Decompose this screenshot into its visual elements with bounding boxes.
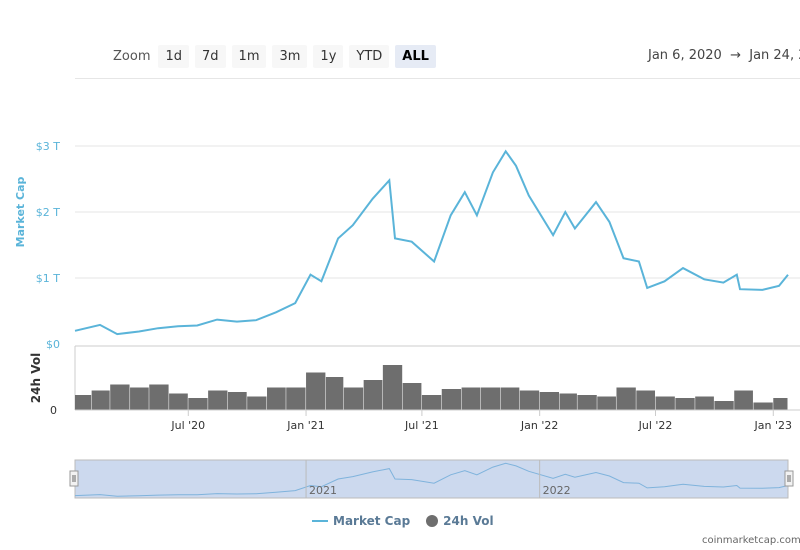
volume-bar: [559, 393, 577, 410]
volume-bar: [577, 395, 597, 410]
y-tick-label: $0: [46, 338, 60, 351]
volume-bar: [75, 395, 92, 410]
volume-bar: [227, 392, 247, 410]
volume-bar: [597, 396, 616, 410]
zoom-3m-button[interactable]: 3m: [272, 45, 308, 68]
volume-bar: [519, 390, 540, 410]
volume-bar: [655, 396, 675, 410]
volume-bar: [500, 387, 520, 410]
volume-bar: [734, 390, 753, 410]
credit: coinmarketcap.com: [702, 535, 800, 546]
y-tick-label: $2 T: [36, 206, 60, 219]
y-tick-label: $3 T: [36, 140, 60, 153]
volume-bar: [421, 395, 442, 410]
vol-tick-label: 0: [50, 404, 57, 417]
volume-bar: [714, 401, 734, 410]
navigator-label: 2022: [543, 484, 571, 497]
volume-bar: [149, 384, 169, 410]
volume-bar: [402, 383, 422, 410]
arrow-right-icon: →: [730, 48, 741, 63]
divider: [75, 78, 800, 79]
x-tick-label: Jan '22: [520, 419, 558, 432]
volume-bar: [208, 390, 228, 410]
volume-bar: [539, 392, 560, 410]
zoom-1y-button[interactable]: 1y: [313, 45, 344, 68]
market-cap-chart: $0 $1 T $2 T $3 T Market Cap 0 24h Vol Jul '20 J…: [14, 140, 800, 499]
volume-bar: [616, 387, 636, 410]
market-cap-line: [74, 149, 789, 336]
volume-bar: [480, 387, 501, 410]
legend-market-cap[interactable]: Market Cap: [312, 514, 410, 528]
volume-bar: [169, 393, 188, 410]
x-tick-label: Jul '22: [638, 419, 673, 432]
volume-bar: [91, 390, 110, 410]
volume-bar: [188, 398, 208, 410]
zoom-7d-button[interactable]: 7d: [195, 45, 226, 68]
date-range: Jan 6, 2020 → Jan 24, 2023: [648, 48, 800, 63]
volume-bar: [382, 365, 403, 410]
y-tick-label: $1 T: [36, 272, 60, 285]
x-tick-label: Jul '21: [404, 419, 439, 432]
volume-bar: [636, 390, 656, 410]
zoom-label: Zoom: [113, 49, 151, 64]
legend-market-cap-label: Market Cap: [333, 514, 411, 528]
volume-bar: [695, 396, 714, 410]
navigator-handle[interactable]: [784, 470, 794, 487]
zoom-1d-button[interactable]: 1d: [158, 45, 190, 68]
x-tick-label: Jul '20: [170, 419, 205, 432]
y-axis-title: Market Cap: [14, 177, 27, 248]
volume-bar: [461, 387, 481, 410]
volume-bar: [773, 398, 788, 410]
navigator-label: 2021: [309, 484, 337, 497]
navigator-handle[interactable]: [69, 470, 79, 487]
volume-bar: [675, 398, 695, 410]
navigator-line: [74, 462, 789, 497]
volume-bar: [130, 387, 149, 410]
x-tick-label: Jan '21: [286, 419, 324, 432]
zoom-ytd-button[interactable]: YTD: [349, 45, 390, 68]
volume-bar: [267, 387, 286, 410]
x-tick-label: Jan '23: [754, 419, 792, 432]
navigator-selection[interactable]: [74, 459, 789, 499]
zoom-toolbar: Zoom 1d 7d 1m 3m 1y YTD ALL: [113, 45, 436, 68]
legend: Market Cap 24h Vol: [312, 514, 494, 528]
volume-bar: [325, 377, 344, 410]
volume-bar: [247, 396, 267, 410]
volume-bar: [286, 387, 306, 410]
zoom-all-button[interactable]: ALL: [395, 45, 436, 68]
zoom-1m-button[interactable]: 1m: [231, 45, 267, 68]
range-from[interactable]: Jan 6, 2020: [648, 48, 722, 63]
range-to[interactable]: Jan 24, 2023: [749, 48, 800, 63]
volume-bar: [441, 389, 462, 410]
volume-bar: [343, 387, 364, 410]
volume-bar: [753, 402, 773, 410]
legend-24h-vol[interactable]: 24h Vol: [426, 514, 494, 528]
volume-bar: [306, 372, 326, 410]
volume-bar: [110, 384, 130, 410]
legend-24h-vol-label: 24h Vol: [443, 514, 494, 528]
volume-bar: [363, 380, 383, 410]
vol-axis-title: 24h Vol: [29, 353, 43, 403]
